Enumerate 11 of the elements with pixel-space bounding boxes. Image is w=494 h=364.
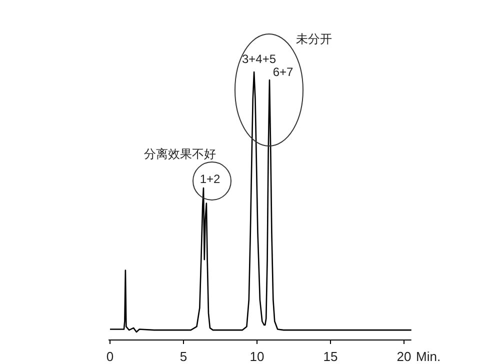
x-tick-label: 10 bbox=[250, 349, 264, 364]
x-tick-label: 0 bbox=[106, 349, 114, 364]
x-tick-label: 20 bbox=[396, 349, 412, 364]
x-axis-title: Min. bbox=[416, 349, 441, 364]
annotation: 1+2 bbox=[200, 172, 220, 186]
annotation: 3+4+5 bbox=[242, 52, 276, 66]
annotation: 未分开 bbox=[296, 32, 332, 46]
x-tick-label: 15 bbox=[323, 349, 338, 364]
x-tick-label: 5 bbox=[180, 349, 188, 364]
annotation: 分离效果不好 bbox=[144, 147, 216, 162]
annotation: 6+7 bbox=[272, 65, 294, 80]
